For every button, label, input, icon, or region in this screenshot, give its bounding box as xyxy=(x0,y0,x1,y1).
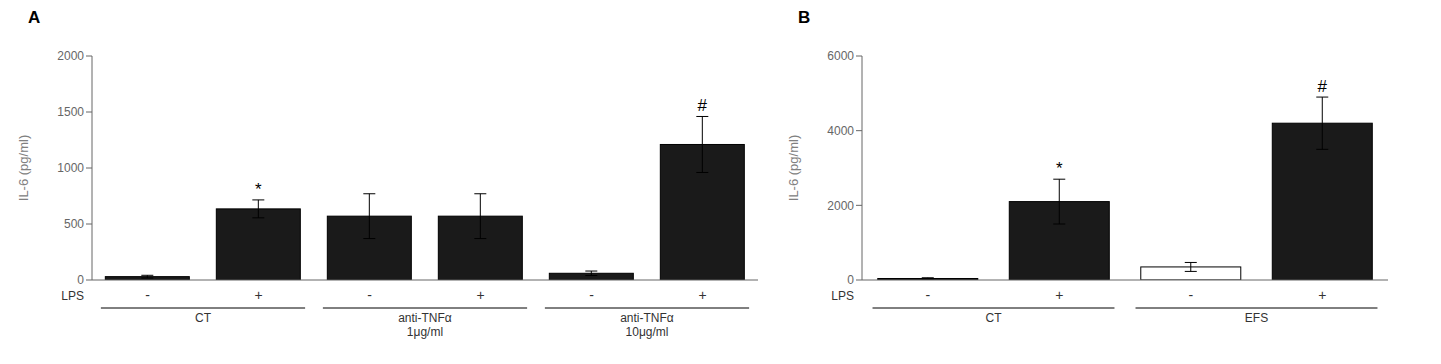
svg-text:-: - xyxy=(145,287,150,303)
svg-text:+: + xyxy=(1055,287,1063,303)
svg-text:CT: CT xyxy=(195,311,212,325)
svg-text:#: # xyxy=(698,96,708,115)
svg-text:IL-6 (pg/ml): IL-6 (pg/ml) xyxy=(786,135,801,201)
svg-text:-: - xyxy=(367,287,372,303)
svg-text:6000: 6000 xyxy=(827,49,854,63)
svg-text:LPS: LPS xyxy=(61,289,84,303)
svg-text:*: * xyxy=(1056,159,1063,178)
svg-text:+: + xyxy=(476,287,484,303)
svg-text:500: 500 xyxy=(64,217,84,231)
html-text:A: A xyxy=(28,8,41,27)
svg-text:+: + xyxy=(698,287,706,303)
svg-text:1500: 1500 xyxy=(57,105,84,119)
svg-text:*: * xyxy=(255,180,262,199)
svg-text:-: - xyxy=(589,287,594,303)
svg-text:CT: CT xyxy=(986,311,1003,325)
svg-text:0: 0 xyxy=(77,273,84,287)
svg-text:+: + xyxy=(254,287,262,303)
svg-text:EFS: EFS xyxy=(1245,311,1268,325)
svg-text:anti-TNFα1μg/ml: anti-TNFα1μg/ml xyxy=(398,311,452,339)
svg-text:2000: 2000 xyxy=(827,199,854,213)
svg-text:-: - xyxy=(925,287,930,303)
html-text:B: B xyxy=(798,8,811,27)
svg-text:anti-TNFα10μg/ml: anti-TNFα10μg/ml xyxy=(620,311,674,339)
svg-text:4000: 4000 xyxy=(827,124,854,138)
svg-text:0: 0 xyxy=(847,273,854,287)
svg-text:#: # xyxy=(1318,77,1328,96)
svg-text:2000: 2000 xyxy=(57,49,84,63)
svg-text:IL-6 (pg/ml): IL-6 (pg/ml) xyxy=(16,135,31,201)
svg-text:+: + xyxy=(1318,287,1326,303)
svg-text:1000: 1000 xyxy=(57,161,84,175)
svg-text:LPS: LPS xyxy=(831,289,854,303)
svg-text:-: - xyxy=(1188,287,1193,303)
